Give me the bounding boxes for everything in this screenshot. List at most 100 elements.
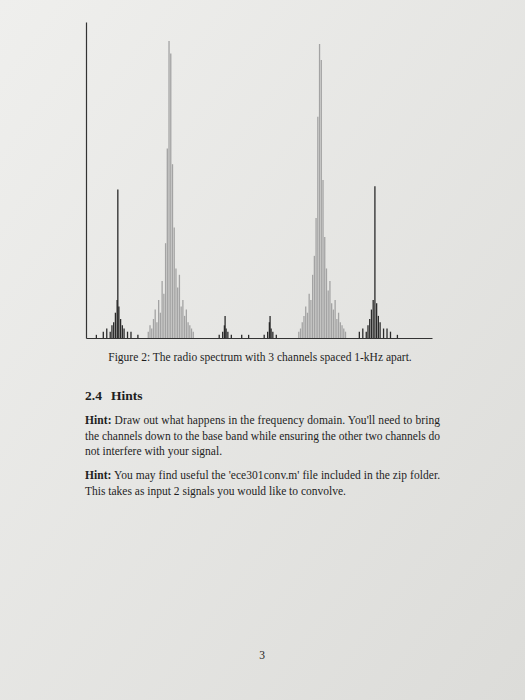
spectrum-stem (122, 325, 123, 338)
spectrum-stem (317, 117, 318, 338)
section-title: Hints (111, 388, 143, 403)
spectrum-stem (329, 281, 330, 338)
spectrum-stem (191, 329, 192, 338)
hint-line: the channels down to the base band while… (85, 430, 440, 443)
series (96, 186, 397, 338)
spectrum-stem (378, 316, 379, 338)
series (148, 41, 345, 338)
spectrum-stem (328, 291, 329, 338)
spectrum-stem (334, 300, 335, 338)
hint-text: Draw out what happens in the frequency d… (112, 414, 441, 427)
spectrum-stem (397, 335, 398, 338)
spectrum-stem (309, 294, 310, 338)
plot-area (96, 41, 397, 338)
spectrum-stem (341, 325, 342, 338)
spectrum-stem (298, 332, 299, 338)
spectrum-stem (326, 268, 327, 338)
spectrum-stem (343, 329, 344, 338)
spectrum-stem (359, 332, 360, 338)
spectrum-stem (163, 294, 164, 338)
spectrum-stem (174, 227, 175, 338)
spectrum-stem (331, 303, 332, 338)
spectrum-stem (367, 325, 368, 338)
spectrum-stem (106, 329, 107, 338)
spectrum-stem (120, 319, 121, 338)
spectrum-stem (167, 148, 168, 338)
spectrum-stem (153, 319, 154, 338)
spectrum-stem (219, 335, 220, 338)
spectrum-stem (386, 329, 387, 338)
spectrum-stem (315, 218, 316, 338)
spectrum-stem (148, 332, 149, 338)
spectrum-stem (222, 332, 223, 338)
spectrum-stem (231, 335, 232, 338)
hint-text: You may find useful the 'ece301conv.m' f… (111, 469, 440, 482)
spectrum-stem (307, 313, 308, 338)
spectrum-stem (264, 335, 265, 338)
spectrum-stem (189, 325, 190, 338)
spectrum-stem (165, 243, 166, 338)
spectrum-stem (241, 335, 242, 338)
spectrum-stem (156, 322, 157, 338)
page-number: 3 (259, 649, 265, 661)
spectrum-stem (111, 325, 112, 338)
spectrum-stem (319, 44, 320, 338)
spectrum-chart (87, 23, 433, 339)
spectrum-stem (369, 319, 370, 338)
spectrum-stem (123, 329, 124, 338)
hint-label: Hint: (85, 469, 111, 481)
hint-line: Hint: You may find useful the 'ece301con… (85, 469, 440, 482)
spectrum-stem (103, 332, 104, 338)
spectrum-stem (172, 164, 173, 338)
spectrum-stem (390, 332, 391, 338)
spectrum-stem (310, 300, 311, 338)
spectrum-stem (137, 335, 138, 338)
hint-line: Hint: Draw out what happens in the frequ… (85, 414, 440, 427)
spectrum-stem (186, 310, 187, 338)
spectrum-stem (151, 329, 152, 338)
spectrum-stem (184, 316, 185, 338)
spectrum-stem (161, 281, 162, 338)
spectrum-stem (338, 313, 339, 338)
y-axis-line (86, 23, 87, 339)
spectrum-stem (170, 54, 171, 338)
spectrum-stem (366, 332, 367, 338)
spectrum-stem (303, 316, 304, 338)
spectrum-stem (376, 303, 377, 338)
spectrum-stem (110, 332, 111, 338)
x-axis (87, 338, 433, 339)
spectrum-stem (182, 300, 183, 338)
spectrum-stem (175, 268, 176, 338)
hint-line: This takes as input 2 signals you would … (85, 485, 346, 498)
spectrum-stem (193, 332, 194, 338)
spectrum-stem (118, 306, 119, 338)
spectrum-stem (340, 322, 341, 338)
spectrum-stem (187, 322, 188, 338)
y-axis (86, 23, 87, 339)
spectrum-stem (312, 275, 313, 338)
spectrum-stem (374, 186, 375, 338)
spectrum-stem (267, 332, 268, 338)
spectrum-stem (314, 256, 315, 338)
spectrum-stem (270, 329, 271, 338)
section-number: 2.4 (85, 388, 102, 403)
spectrum-stem (305, 306, 306, 338)
spectrum-stem (276, 335, 277, 338)
spectrum-stem (373, 300, 374, 338)
spectrum-stem (168, 41, 169, 338)
spectrum-stem (345, 332, 346, 338)
spectrum-stem (269, 316, 270, 338)
spectrum-stem (149, 325, 150, 338)
spectrum-stem (179, 275, 180, 338)
spectrum-stem (130, 332, 131, 338)
spectrum-stem (117, 189, 118, 338)
spectrum-stem (302, 322, 303, 338)
spectrum-stem (158, 300, 159, 338)
figure-caption: Figure 2: The radio spectrum with 3 chan… (108, 351, 412, 364)
spectrum-stem (272, 332, 273, 338)
spectrum-stem (155, 310, 156, 338)
spectrum-stem (362, 329, 363, 338)
spectrum-stem (177, 287, 178, 338)
spectrum-stem (324, 237, 325, 338)
spectrum-stem (224, 316, 225, 338)
